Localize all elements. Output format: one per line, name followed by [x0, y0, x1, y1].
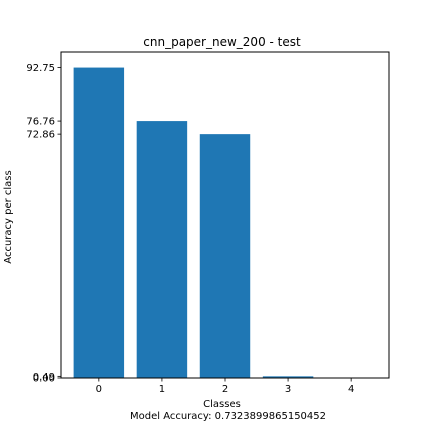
x-tick-label: 2 [222, 384, 228, 395]
bar-class-1 [136, 121, 188, 378]
bar-class-2 [199, 134, 251, 378]
plot-frame [60, 51, 390, 379]
y-tick-label: 76.76 [26, 117, 55, 128]
y-tick-label: 92.75 [26, 63, 55, 74]
y-tick-label: 72.86 [26, 130, 55, 141]
chart-title: cnn_paper_new_200 - test [143, 35, 301, 49]
y-ticks-group: 0.000.49 72.86 76.76 92.75 [26, 63, 61, 385]
x-tick-label: 3 [285, 384, 291, 395]
y-tick-label: 0.49 [33, 372, 55, 383]
x-tick-label: 1 [159, 384, 165, 395]
model-accuracy-note: Model Accuracy: 0.7323899865150452 [130, 411, 326, 422]
y-axis-label: Accuracy per class [3, 170, 14, 263]
bars-group [73, 67, 314, 378]
bar-class-3 [262, 376, 314, 378]
x-ticks-group: 0 1 2 3 4 [96, 378, 354, 395]
x-axis-label: Classes [203, 399, 241, 410]
bar-class-0 [73, 67, 125, 378]
y-tick-label: 0.00 [33, 374, 55, 385]
x-tick-label: 0 [96, 384, 102, 395]
x-tick-label: 4 [348, 384, 354, 395]
